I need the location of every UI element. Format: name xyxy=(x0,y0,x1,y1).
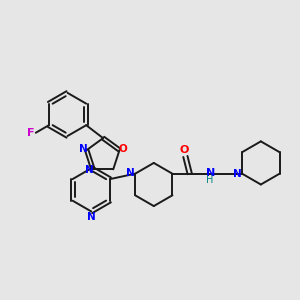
Text: N: N xyxy=(87,212,96,222)
Text: N: N xyxy=(233,169,242,179)
Text: N: N xyxy=(206,168,215,178)
Text: O: O xyxy=(180,145,189,155)
Text: O: O xyxy=(118,144,127,154)
Text: N: N xyxy=(85,165,94,176)
Text: H: H xyxy=(206,175,214,185)
Text: N: N xyxy=(79,144,88,154)
Text: F: F xyxy=(27,128,34,138)
Text: N: N xyxy=(126,168,135,178)
